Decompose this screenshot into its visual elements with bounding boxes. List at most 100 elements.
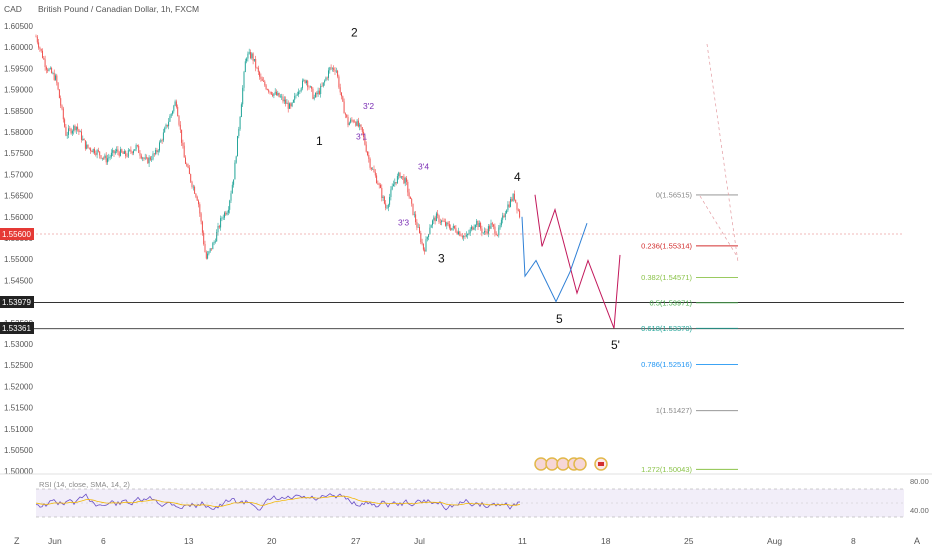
candle-body xyxy=(498,227,500,236)
timezone-icon[interactable]: Z xyxy=(14,536,20,546)
candle-body xyxy=(415,214,417,223)
candle-body xyxy=(299,90,301,92)
price-tick-label: 1.58000 xyxy=(4,128,33,137)
candle-body xyxy=(455,228,457,232)
candle-body xyxy=(393,184,394,187)
price-tick-label: 1.57000 xyxy=(4,170,33,179)
price-tick-label: 1.52000 xyxy=(4,382,33,391)
candle-body xyxy=(218,225,220,228)
candle-body xyxy=(357,120,359,127)
time-tick-label: Jun xyxy=(48,536,62,546)
candle-body xyxy=(385,203,387,208)
candle-body xyxy=(432,220,433,226)
candle-body xyxy=(192,186,194,188)
candle-body xyxy=(369,158,371,168)
candle-body xyxy=(486,231,488,234)
candle-body xyxy=(74,125,76,131)
candle-body xyxy=(493,224,495,227)
candle-body xyxy=(276,91,277,96)
fib-level-label: 0.618(1.53370) xyxy=(641,324,692,333)
candle-body xyxy=(183,145,185,158)
price-axis[interactable]: 1.60500 1.60000 1.59500 1.59000 1.58500 1.580… xyxy=(4,22,33,476)
candle-body xyxy=(91,150,93,153)
candle-body xyxy=(71,130,73,134)
candle-body xyxy=(491,223,493,225)
candle-body xyxy=(489,226,491,229)
candle-body xyxy=(257,67,259,72)
rsi-pane[interactable]: RSI (14, close, SMA, 14, 2) 80.00 40.00 xyxy=(0,473,932,518)
candle-body xyxy=(287,102,289,109)
event-icon[interactable] xyxy=(545,457,559,471)
currency-label: CAD xyxy=(4,4,22,14)
candle-body xyxy=(463,235,465,238)
candle-body xyxy=(69,128,71,130)
candle-body xyxy=(121,149,123,153)
candle-body xyxy=(429,227,431,235)
time-tick-label: 8 xyxy=(851,536,856,546)
wave-label: 5 xyxy=(556,312,563,326)
candle-body xyxy=(368,155,370,159)
candle-body xyxy=(344,113,346,115)
candle-body xyxy=(484,231,485,233)
candle-body xyxy=(467,234,469,235)
candle-body xyxy=(134,149,136,151)
candle-body xyxy=(166,124,168,127)
candle-body xyxy=(273,93,275,96)
candle-body xyxy=(144,157,146,159)
candle-body xyxy=(445,221,446,226)
candle-body xyxy=(406,178,407,182)
projection-path-red xyxy=(534,194,621,329)
candle-body xyxy=(409,196,411,199)
candle-body xyxy=(77,126,79,130)
time-axis[interactable]: Jun 6 13 20 27 Jul 11 18 25 Aug 8 xyxy=(48,536,856,546)
candle-body xyxy=(125,151,127,157)
candle-body xyxy=(347,116,349,126)
candle-body xyxy=(338,76,340,88)
candle-body xyxy=(253,59,255,61)
candle-body xyxy=(191,181,193,187)
candle-body xyxy=(416,222,418,228)
candle-body xyxy=(439,222,441,223)
candle-body xyxy=(79,131,81,133)
economic-event-icons[interactable] xyxy=(534,457,608,471)
candle-body xyxy=(126,156,128,157)
price-series xyxy=(35,34,521,260)
candle-body xyxy=(109,156,111,158)
sub-wave-label: 3'2 xyxy=(363,101,374,111)
candle-body xyxy=(395,182,397,184)
candle-body xyxy=(143,157,145,159)
wave-label: 3 xyxy=(438,252,445,266)
candle-body xyxy=(48,68,50,71)
candle-body xyxy=(308,86,310,88)
level-tag-2-text: 1.53361 xyxy=(2,324,31,333)
horizontal-levels xyxy=(34,302,904,330)
candle-body xyxy=(324,80,326,83)
candle-body xyxy=(216,232,218,242)
fib-level-label: 1.272(1.50043) xyxy=(641,465,692,474)
candle-body xyxy=(511,199,513,201)
candle-body xyxy=(40,48,42,51)
candle-body xyxy=(441,220,443,223)
candle-body xyxy=(252,53,254,61)
candle-body xyxy=(209,248,211,252)
candle-body xyxy=(133,150,134,154)
event-icon[interactable] xyxy=(556,457,570,471)
candle-body xyxy=(250,52,251,59)
price-tick-label: 1.50000 xyxy=(4,467,33,476)
auto-scale-icon[interactable]: A xyxy=(914,536,920,546)
candle-body xyxy=(450,227,452,231)
candle-body xyxy=(196,196,198,201)
wave-label: 5' xyxy=(611,338,620,352)
wave-labels: 1 2 3 4 5 5' 3'1 3'2 3'3 3'4 xyxy=(316,26,620,352)
candle-body xyxy=(200,213,202,222)
candle-body xyxy=(279,96,281,98)
candle-body xyxy=(64,119,66,127)
candle-body xyxy=(65,126,67,136)
candle-body xyxy=(269,91,271,93)
event-icon[interactable] xyxy=(573,457,587,471)
event-icon[interactable] xyxy=(534,457,548,471)
candle-body xyxy=(225,212,227,215)
candle-body xyxy=(123,151,125,154)
time-tick-label: Jul xyxy=(414,536,425,546)
